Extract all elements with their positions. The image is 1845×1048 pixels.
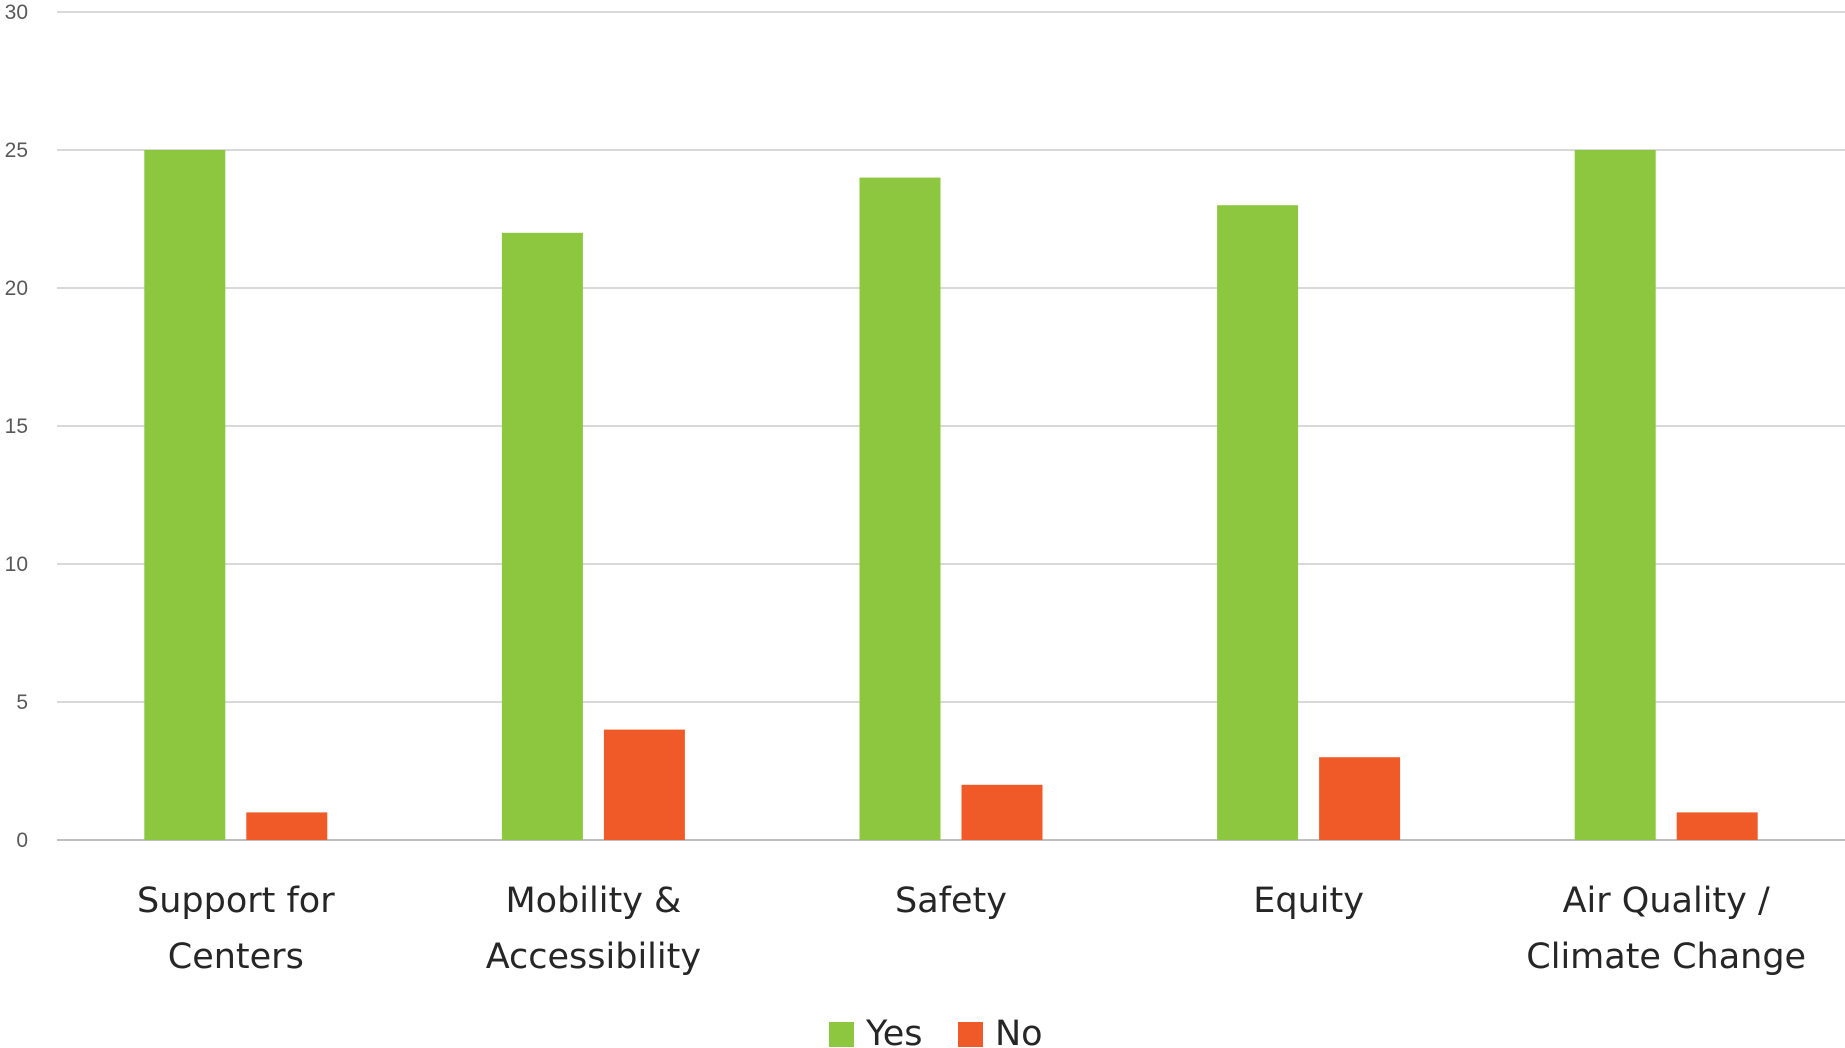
legend-label-no: No [995,1014,1043,1048]
y-tick-label: 5 [16,691,28,714]
y-tick-label: 10 [5,553,28,576]
x-category-label: Safety [895,881,1007,921]
x-category-label-line: Equity [1253,881,1364,921]
y-tick-label: 15 [5,415,28,438]
bar-no-3 [1319,757,1401,840]
legend-label-yes: Yes [865,1014,923,1048]
legend: Yes No [829,1014,1043,1048]
legend-swatch-yes [829,1022,854,1047]
y-axis-ticks: 0 5 10 15 20 25 30 [5,1,28,852]
bar-yes-0 [144,150,226,840]
bar-no-1 [603,729,685,840]
x-category-label-line: Accessibility [486,937,701,977]
bar-yes-1 [501,232,583,841]
x-category-label: Equity [1253,881,1364,921]
y-tick-label: 20 [5,277,28,300]
gridlines [57,11,1845,841]
bar-yes-4 [1574,150,1656,840]
bar-no-4 [1676,812,1758,840]
bars [144,150,1758,841]
bar-yes-2 [859,177,941,841]
x-category-label-line: Centers [168,937,304,977]
y-tick-label: 30 [5,1,28,24]
x-category-label-line: Mobility & [505,881,681,921]
x-axis-categories: Support for Centers Mobility & Accessibilit… [137,881,1806,977]
x-category-label: Mobility & Accessibility [486,881,701,977]
bar-yes-3 [1217,205,1299,840]
legend-swatch-no [958,1022,983,1047]
x-category-label-line: Climate Change [1526,937,1806,977]
x-category-label-line: Air Quality / [1563,881,1770,921]
bar-no-2 [961,784,1043,840]
y-tick-label: 25 [5,139,28,162]
x-category-label: Support for Centers [137,881,335,977]
x-category-label-line: Support for [137,881,335,921]
bar-no-0 [246,812,328,840]
x-category-label: Air Quality / Climate Change [1526,881,1806,977]
x-category-label-line: Safety [895,881,1007,921]
y-tick-label: 0 [16,829,28,852]
